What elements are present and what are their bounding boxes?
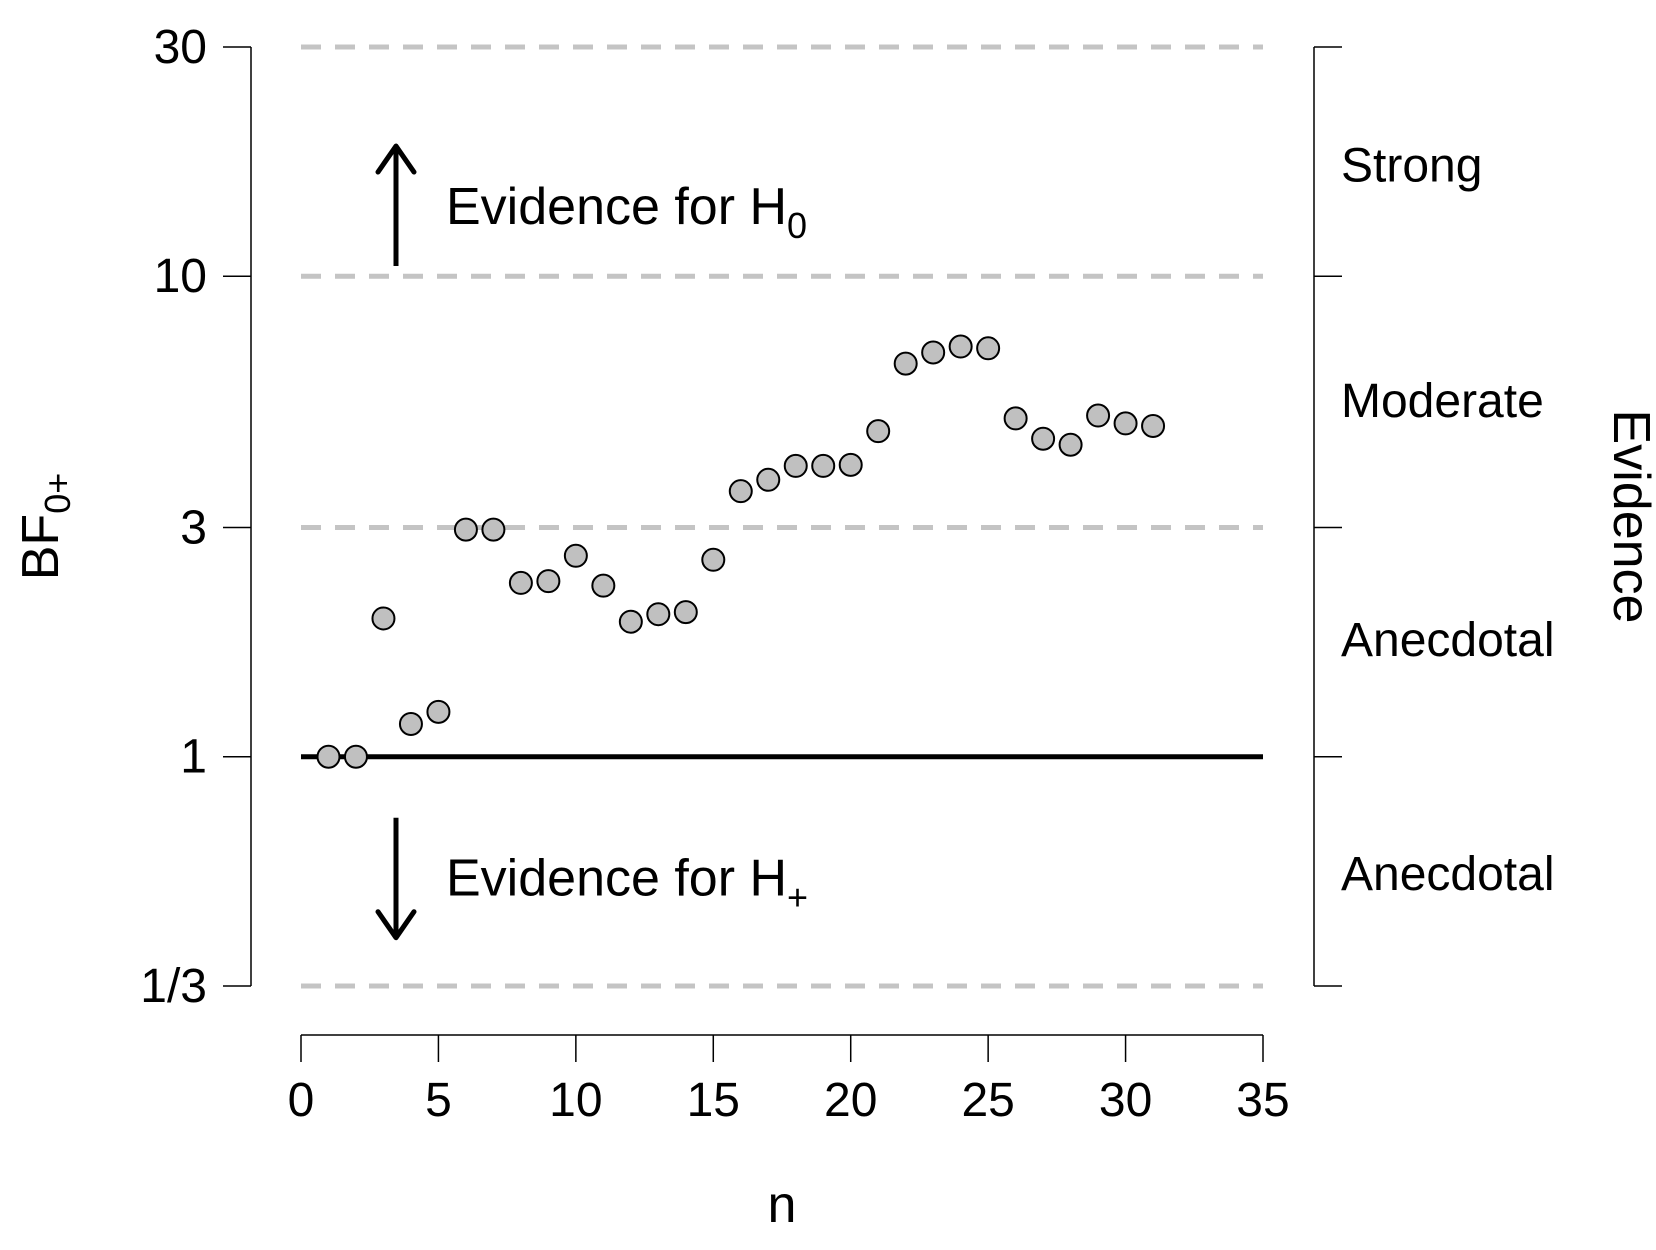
data-point [728, 479, 753, 504]
y-axis-title-sub: 0+ [37, 473, 78, 514]
data-point [646, 602, 671, 627]
arrowhead-down-icon [375, 909, 417, 941]
data-point [398, 711, 423, 736]
x-tick-label: 5 [425, 1074, 452, 1127]
x-tick-label: 25 [961, 1074, 1014, 1127]
y-axis-left: 1/3 1 3 10 30 [140, 21, 252, 1013]
data-point [1003, 406, 1028, 431]
reference-lines [301, 44, 1263, 989]
data-point [591, 573, 616, 598]
data-point [481, 517, 506, 542]
x-axis-title: n [768, 1176, 797, 1234]
data-point [976, 336, 1001, 361]
x-tick-label: 0 [288, 1074, 315, 1127]
data-point [1031, 426, 1056, 451]
data-point [866, 419, 891, 444]
data-point [1141, 413, 1166, 438]
arrowhead-up-icon [375, 143, 417, 175]
data-point [426, 699, 451, 724]
data-point [893, 351, 918, 376]
y-tick-label: 1 [180, 731, 207, 784]
evidence-category-label: Anecdotal [1341, 614, 1555, 667]
data-point [563, 543, 588, 568]
data-point [618, 609, 643, 634]
y-axis-right: Strong Moderate Anecdotal Anecdotal [1313, 46, 1555, 987]
x-axis: 0 5 10 15 20 25 30 35 [288, 1034, 1290, 1127]
x-tick-label: 15 [687, 1074, 740, 1127]
data-point [838, 452, 863, 477]
data-point [673, 600, 698, 625]
evidence-category-label: Strong [1341, 140, 1482, 193]
annotation-subscript: + [787, 877, 808, 918]
data-point [701, 547, 726, 572]
data-point [921, 340, 946, 365]
y-tick-label: 10 [154, 250, 207, 303]
data-point [453, 517, 478, 542]
data-point [948, 334, 973, 359]
evidence-category-label: Anecdotal [1341, 848, 1555, 901]
data-point [756, 467, 781, 492]
x-tick-label: 30 [1099, 1074, 1152, 1127]
y-tick-label: 3 [180, 501, 207, 554]
data-point [343, 744, 368, 769]
data-point [371, 606, 396, 631]
data-points [316, 334, 1166, 769]
annotation-text: Evidence for H [446, 178, 787, 236]
data-point [1058, 432, 1083, 457]
annotation-hplus: Evidence for H+ [446, 850, 808, 918]
annotation-h0: Evidence for H0 [446, 178, 807, 246]
data-point [783, 453, 808, 478]
data-point [811, 453, 836, 478]
annotation-subscript: 0 [787, 205, 807, 246]
evidence-category-label: Moderate [1341, 375, 1544, 428]
data-point [508, 570, 533, 595]
y-tick-label: 30 [154, 21, 207, 74]
data-point [316, 744, 341, 769]
y-tick-label: 1/3 [140, 960, 207, 1013]
y-axis-title: BF0+ [12, 473, 78, 581]
x-tick-label: 35 [1236, 1074, 1289, 1127]
x-tick-label: 10 [549, 1074, 602, 1127]
data-point [536, 569, 561, 594]
y-axis-title-main: BF [12, 514, 70, 580]
right-axis-title: Evidence [1602, 410, 1656, 624]
data-point [1086, 403, 1111, 428]
annotation-text: Evidence for H [446, 850, 787, 908]
x-tick-label: 20 [824, 1074, 877, 1127]
data-point [1113, 411, 1138, 436]
